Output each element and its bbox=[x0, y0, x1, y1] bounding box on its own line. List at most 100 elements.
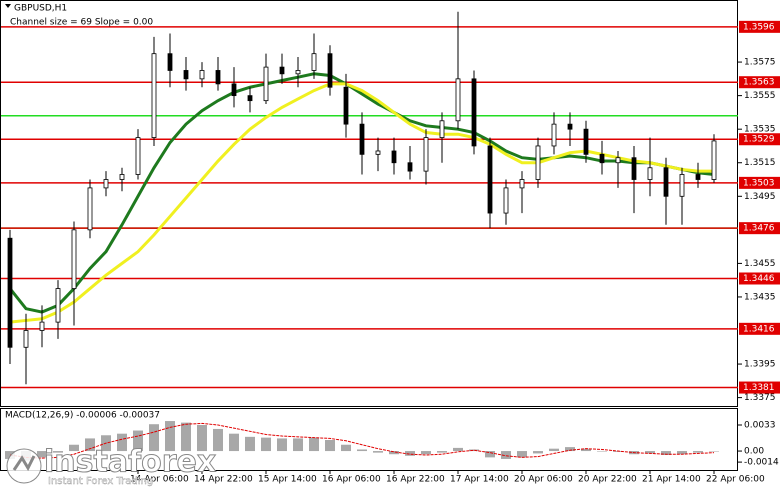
candle-body bbox=[359, 123, 365, 155]
candle-body bbox=[135, 137, 141, 175]
chart-subtitle: Channel size = 69 Slope = 0.00 bbox=[10, 18, 153, 28]
candle-body bbox=[215, 70, 221, 85]
x-tick-label: 20 Apr 06:00 bbox=[514, 475, 573, 485]
macd-bar bbox=[565, 447, 575, 452]
level-label: 1.3503 bbox=[743, 178, 775, 188]
macd-bar bbox=[261, 437, 271, 452]
candle-body bbox=[535, 145, 541, 180]
logo-icon bbox=[6, 448, 42, 484]
candle-body bbox=[423, 137, 429, 172]
macd-bar bbox=[485, 451, 495, 458]
macd-bar bbox=[69, 444, 79, 452]
macd-bar bbox=[197, 425, 207, 452]
candle-body bbox=[407, 162, 413, 172]
candle-body bbox=[583, 128, 589, 155]
candle-body bbox=[439, 120, 445, 138]
level-label-box bbox=[739, 322, 780, 335]
candle-body bbox=[679, 174, 685, 197]
macd-bar bbox=[245, 436, 255, 452]
candle-body bbox=[151, 53, 157, 138]
candle-body bbox=[631, 157, 637, 180]
macd-bar bbox=[37, 451, 47, 458]
y-tick-label: 1.3555 bbox=[744, 91, 776, 101]
price-frame bbox=[0, 0, 738, 407]
signal-line bbox=[9, 422, 715, 459]
candle-body bbox=[503, 187, 509, 214]
candle-body bbox=[119, 174, 125, 180]
candle-body bbox=[551, 123, 557, 147]
level-label-box bbox=[739, 133, 780, 146]
y-tick-label: 0.0033 bbox=[744, 421, 776, 431]
candle-body bbox=[279, 66, 285, 75]
candle-body bbox=[695, 174, 701, 180]
macd-bar bbox=[389, 451, 399, 455]
macd-bar bbox=[437, 451, 447, 453]
x-tick-label: 15 Apr 14:00 bbox=[258, 475, 317, 485]
y-tick-label: -0.0014 bbox=[744, 458, 779, 468]
candle-body bbox=[167, 53, 173, 71]
macd-bar bbox=[213, 428, 223, 452]
macd-bar bbox=[517, 451, 527, 458]
candle-body bbox=[55, 288, 61, 323]
candle-body bbox=[711, 140, 717, 180]
macd-bar bbox=[581, 448, 591, 452]
y-tick-label: 1.3435 bbox=[744, 292, 776, 302]
plot: 1.3575 1.3555 1.3535 1.3515 1.3495 1.3455 1.34… bbox=[1, 11, 780, 485]
macd-bar bbox=[661, 451, 671, 455]
candle-body bbox=[567, 123, 573, 130]
candle-body bbox=[343, 86, 349, 125]
candle-body bbox=[455, 78, 461, 122]
macd-bar bbox=[501, 451, 511, 459]
level-label: 1.3563 bbox=[743, 78, 775, 88]
macd-bar bbox=[645, 451, 655, 454]
macd-bar bbox=[469, 449, 479, 452]
macd-bar bbox=[85, 438, 95, 452]
candle-body bbox=[7, 237, 13, 348]
moving-average bbox=[8, 72, 715, 314]
chart-title: GBPUSD,H1 bbox=[14, 4, 67, 14]
tagline: Instant Forex Trading bbox=[48, 476, 153, 487]
level-label-box bbox=[739, 76, 780, 89]
brand: instaforex bbox=[44, 445, 216, 480]
x-tick-label: 16 Apr 22:00 bbox=[386, 475, 445, 485]
candle-body bbox=[199, 70, 205, 80]
level-label: 1.3416 bbox=[743, 324, 775, 334]
macd-bar bbox=[693, 451, 703, 453]
candle-body bbox=[231, 83, 237, 97]
macd-bar bbox=[53, 451, 63, 453]
candle-body bbox=[599, 153, 605, 164]
level-label-box bbox=[739, 381, 780, 394]
macd-bar bbox=[709, 451, 719, 452]
level-label: 1.3476 bbox=[743, 224, 775, 234]
x-tick-label: 16 Apr 06:00 bbox=[322, 475, 381, 485]
candle-body bbox=[311, 53, 317, 71]
y-tick-label: 1.3515 bbox=[744, 158, 776, 168]
level-label-box bbox=[739, 222, 780, 235]
candle-body bbox=[391, 150, 397, 164]
x-tick-label: 20 Apr 22:00 bbox=[578, 475, 637, 485]
candle-body bbox=[263, 66, 269, 102]
level-label: 1.3381 bbox=[743, 383, 775, 393]
candle-body bbox=[519, 179, 525, 189]
macd-bar bbox=[325, 440, 335, 452]
candle-body bbox=[615, 157, 621, 164]
macd-bar bbox=[597, 451, 607, 452]
candle-body bbox=[487, 145, 493, 214]
macd-bar bbox=[341, 444, 351, 452]
y-tick-label: 1.3495 bbox=[744, 192, 776, 202]
macd-bar bbox=[165, 421, 175, 452]
macd-bar bbox=[357, 449, 367, 452]
macd-bar bbox=[133, 430, 143, 452]
macd-bar bbox=[309, 437, 319, 452]
moving-average bbox=[9, 82, 714, 324]
x-tick-label: 21 Apr 14:00 bbox=[642, 475, 701, 485]
x-tick-label: 14 Apr 06:00 bbox=[130, 475, 189, 485]
logo-mark bbox=[12, 455, 36, 472]
x-tick-label: 14 Apr 22:00 bbox=[194, 475, 253, 485]
y-tick-label: 1.3395 bbox=[744, 360, 776, 370]
y-tick-label: 1.3455 bbox=[744, 259, 776, 269]
macd-bar bbox=[549, 448, 559, 452]
level-label: 1.3529 bbox=[743, 135, 775, 145]
y-tick-label: 1.3575 bbox=[744, 58, 776, 68]
